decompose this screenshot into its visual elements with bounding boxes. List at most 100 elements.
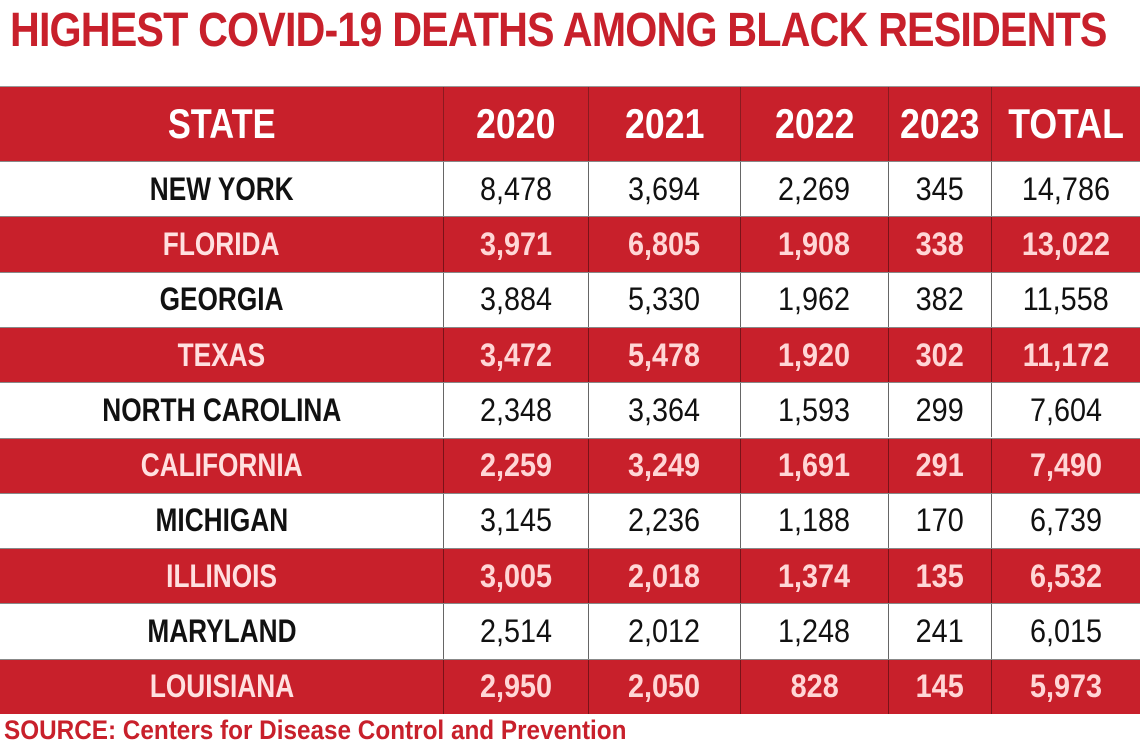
value-cell-2023: 145 — [889, 659, 992, 714]
column-header-label: 2021 — [624, 100, 705, 147]
cell-value: 5,973 — [1029, 668, 1103, 705]
cell-value: 6,805 — [628, 225, 701, 262]
cell-value: 3,971 — [479, 225, 553, 262]
cell-value: 2,269 — [778, 170, 851, 207]
value-cell-total: 11,172 — [992, 328, 1140, 382]
column-header-label: STATE — [167, 100, 276, 147]
value-cell-2020: 3,145 — [444, 493, 589, 549]
cell-value: 299 — [915, 391, 965, 428]
state-cell: LOUISIANA — [0, 659, 444, 714]
value-cell-2020: 2,514 — [444, 604, 589, 659]
cell-value: 11,172 — [1022, 336, 1110, 373]
value-cell-2021: 6,805 — [589, 217, 741, 272]
value-cell-2021: 2,012 — [589, 604, 741, 659]
cell-value: 828 — [790, 668, 839, 705]
cell-value: 1,374 — [778, 557, 851, 594]
state-cell: MARYLAND — [0, 604, 444, 659]
value-cell-2022: 1,188 — [741, 493, 889, 549]
value-cell-2022: 1,920 — [741, 327, 889, 383]
cell-value: 382 — [915, 281, 965, 318]
value-cell-2023: 170 — [889, 493, 992, 549]
cell-value: 1,962 — [778, 281, 851, 318]
deaths-table: STATE 2020 2021 2022 2023 TOTAL NEW YORK 8,478… — [0, 86, 1140, 714]
cell-value: 302 — [915, 336, 965, 373]
value-cell-2021: 3,249 — [589, 438, 741, 493]
state-name: MICHIGAN — [155, 502, 288, 539]
cell-value: 170 — [915, 502, 965, 539]
cell-value: 145 — [915, 668, 965, 705]
state-name: NEW YORK — [149, 170, 294, 207]
table-row: ILLINOIS 3,005 2,018 1,374 135 6,532 — [0, 548, 1140, 604]
cell-value: 3,472 — [479, 336, 553, 373]
source-note: SOURCE: Centers for Disease Control and … — [4, 715, 627, 745]
cell-value: 6,532 — [1029, 557, 1103, 594]
value-cell-2023: 135 — [889, 549, 992, 604]
state-cell: MICHIGAN — [0, 493, 444, 549]
state-name: TEXAS — [177, 336, 266, 373]
value-cell-total: 6,015 — [992, 604, 1140, 658]
cell-value: 3,005 — [479, 557, 553, 594]
column-header-2022: 2022 — [741, 87, 889, 161]
value-cell-2021: 5,330 — [589, 272, 741, 327]
value-cell-2022: 1,248 — [741, 604, 889, 659]
column-header-2021: 2021 — [589, 87, 741, 161]
cell-value: 2,236 — [628, 502, 701, 539]
cell-value: 2,050 — [628, 668, 701, 705]
value-cell-2023: 302 — [889, 327, 992, 383]
cell-value: 7,490 — [1029, 447, 1103, 484]
column-header-label: TOTAL — [1008, 100, 1124, 147]
state-name: LOUISIANA — [149, 668, 294, 705]
value-cell-total: 7,490 — [992, 439, 1140, 493]
table-row: CALIFORNIA 2,259 3,249 1,691 291 7,490 — [0, 437, 1140, 493]
table-row: LOUISIANA 2,950 2,050 828 145 5,973 — [0, 658, 1140, 714]
state-cell: NEW YORK — [0, 162, 444, 217]
column-header-2023: 2023 — [889, 87, 992, 161]
value-cell-total: 11,558 — [992, 273, 1140, 327]
cell-value: 6,015 — [1029, 613, 1103, 650]
column-header-2020: 2020 — [444, 87, 589, 161]
value-cell-2020: 2,950 — [444, 659, 589, 714]
cell-value: 2,018 — [628, 557, 701, 594]
state-cell: ILLINOIS — [0, 549, 444, 604]
value-cell-2021: 2,236 — [589, 493, 741, 549]
state-name: ILLINOIS — [166, 557, 277, 594]
value-cell-2022: 1,908 — [741, 217, 889, 272]
value-cell-total: 14,786 — [992, 162, 1140, 216]
cell-value: 1,920 — [778, 336, 851, 373]
table-row: MICHIGAN 3,145 2,236 1,188 170 6,739 — [0, 492, 1140, 549]
value-cell-2021: 2,018 — [589, 549, 741, 604]
column-header-total: TOTAL — [992, 87, 1140, 161]
cell-value: 1,248 — [778, 613, 851, 650]
value-cell-total: 6,739 — [992, 494, 1140, 548]
value-cell-2021: 2,050 — [589, 659, 741, 714]
cell-value: 3,249 — [628, 447, 701, 484]
table-row: NEW YORK 8,478 3,694 2,269 345 14,786 — [0, 161, 1140, 217]
value-cell-2021: 3,364 — [589, 383, 741, 438]
cell-value: 3,884 — [479, 281, 553, 318]
column-header-label: 2023 — [900, 100, 980, 147]
value-cell-2022: 1,962 — [741, 272, 889, 327]
value-cell-2023: 299 — [889, 383, 992, 438]
value-cell-2020: 3,971 — [444, 217, 589, 272]
cell-value: 6,739 — [1029, 502, 1103, 539]
cell-value: 8,478 — [479, 170, 553, 207]
cell-value: 291 — [915, 447, 965, 484]
value-cell-2020: 3,884 — [444, 272, 589, 327]
value-cell-2023: 241 — [889, 604, 992, 659]
value-cell-2023: 291 — [889, 438, 992, 493]
state-cell: NORTH CAROLINA — [0, 383, 444, 438]
cell-value: 1,188 — [778, 502, 851, 539]
cell-value: 13,022 — [1021, 225, 1111, 262]
table-row: TEXAS 3,472 5,478 1,920 302 11,172 — [0, 326, 1140, 383]
cell-value: 135 — [915, 557, 965, 594]
value-cell-total: 5,973 — [992, 660, 1140, 714]
state-cell: TEXAS — [0, 327, 444, 383]
cell-value: 5,330 — [628, 281, 701, 318]
state-name: MARYLAND — [146, 613, 297, 650]
table-row: FLORIDA 3,971 6,805 1,908 338 13,022 — [0, 216, 1140, 272]
state-name: FLORIDA — [163, 225, 280, 262]
cell-value: 2,259 — [479, 447, 553, 484]
value-cell-2022: 1,374 — [741, 549, 889, 604]
state-name: NORTH CAROLINA — [101, 391, 342, 428]
value-cell-2022: 828 — [741, 659, 889, 714]
